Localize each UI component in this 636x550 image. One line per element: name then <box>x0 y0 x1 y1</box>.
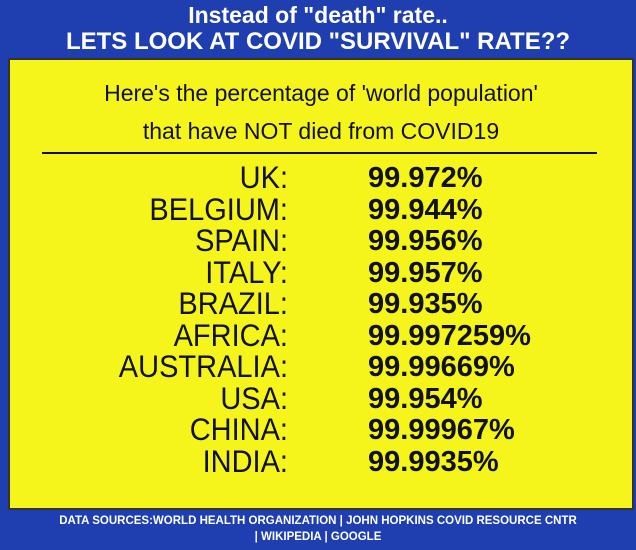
survival-rate: 99.944% <box>368 193 483 226</box>
country-label: ITALY: <box>205 254 288 291</box>
footer-line: | WIKIPEDIA | GOOGLE <box>254 531 382 543</box>
survival-rate: 99.99967% <box>368 414 515 446</box>
survival-rate: 99.9935% <box>368 445 499 478</box>
subtitle-line: that have NOT died from COVID19 <box>142 118 500 144</box>
survival-rate: 99.935% <box>368 288 483 320</box>
survival-rate: 99.954% <box>368 382 483 415</box>
underline <box>42 152 597 154</box>
country-label: AFRICA: <box>173 317 288 354</box>
country-label: BELGIUM: <box>149 191 288 228</box>
footer-line: DATA SOURCES:WORLD HEALTH ORGANIZATION |… <box>59 515 577 527</box>
survival-rate: 99.997259% <box>368 319 531 352</box>
country-label: INDIA: <box>202 443 288 480</box>
survival-rate: 99.956% <box>368 225 483 257</box>
country-label: BRAZIL: <box>178 286 288 322</box>
survival-rate: 99.972% <box>368 162 483 194</box>
country-label: AUSTRALIA: <box>118 349 288 385</box>
survival-rate: 99.957% <box>368 256 483 289</box>
country-label: UK: <box>239 160 288 196</box>
header-line: LETS LOOK AT COVID "SURVIVAL" RATE?? <box>65 28 571 55</box>
survival-rate: 99.99669% <box>368 351 515 383</box>
country-label: CHINA: <box>189 412 288 448</box>
header-line: Instead of "death" rate.. <box>188 2 448 28</box>
country-label: SPAIN: <box>195 223 288 259</box>
subtitle-line: Here's the percentage of 'world populati… <box>104 80 538 106</box>
country-label: USA: <box>220 380 288 417</box>
panel: Here's the percentage of 'world populati… <box>8 58 634 510</box>
